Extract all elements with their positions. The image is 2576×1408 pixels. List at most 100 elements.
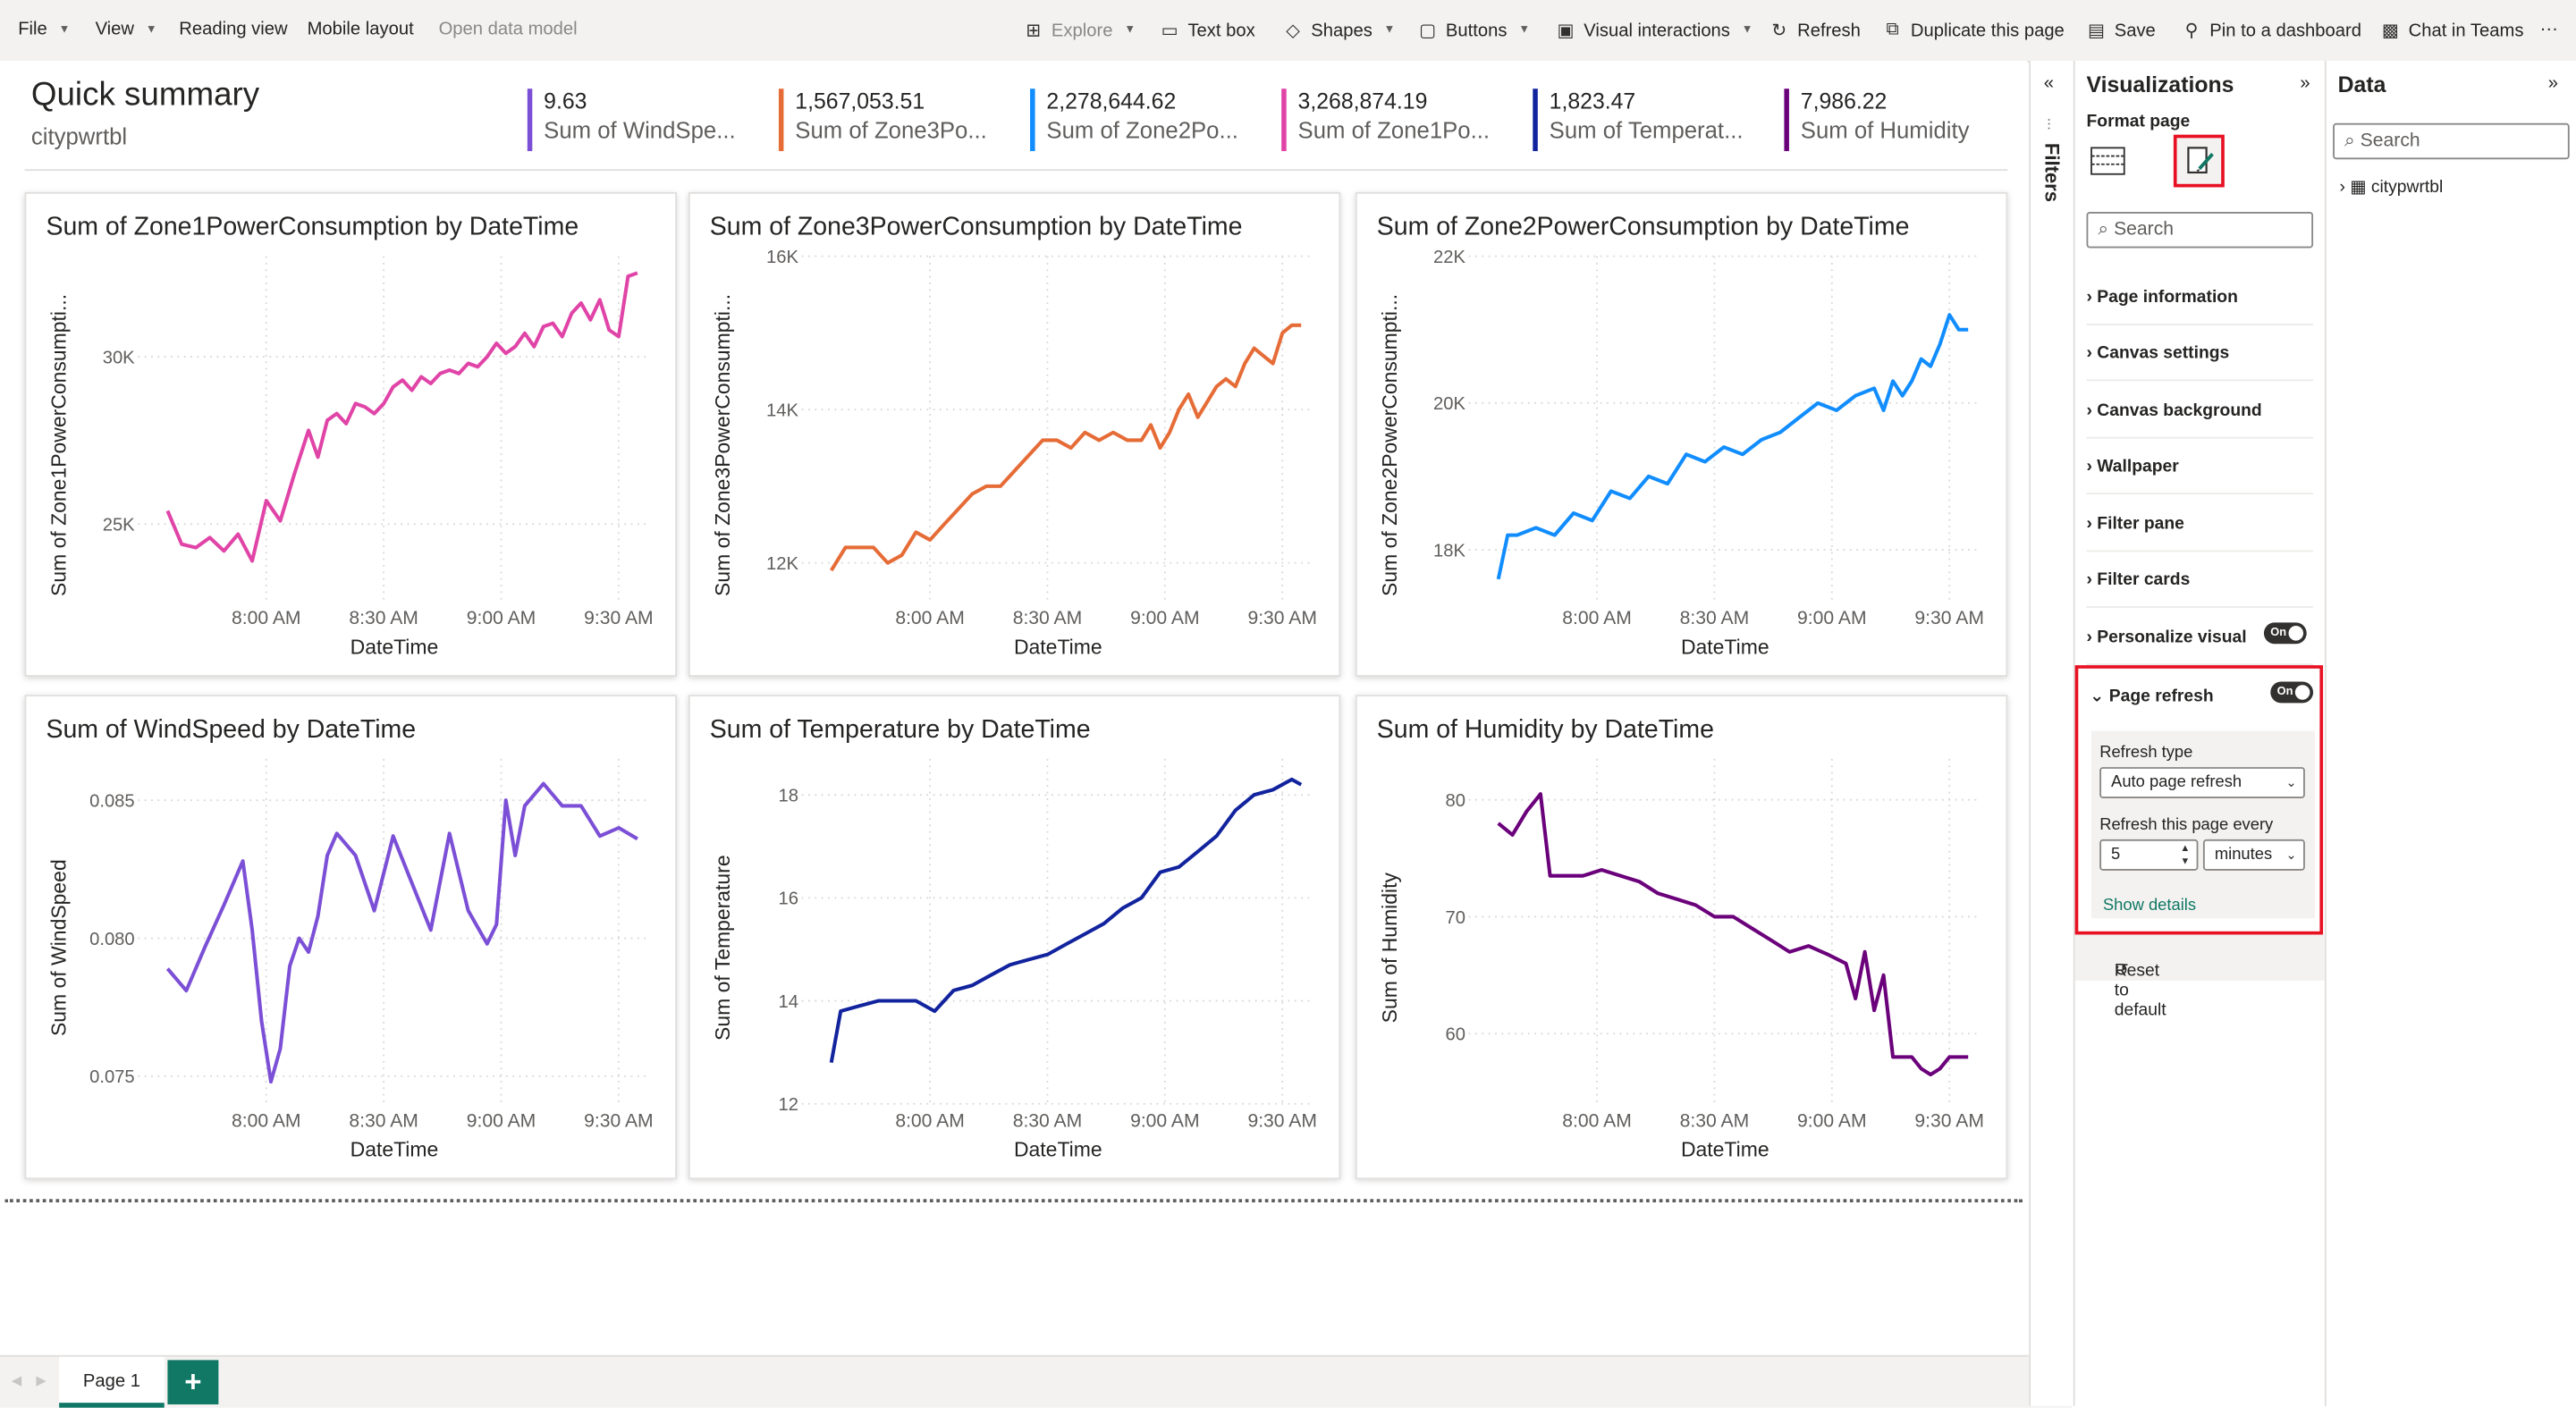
line-chart-card[interactable]: 8:00 AM 8:30 AM 9:00 AM 9:30 AM 25K 30K DateTi… xyxy=(24,191,678,678)
refresh-unit-select[interactable]: minutes ⌄ xyxy=(2202,839,2305,871)
data-search-input[interactable]: ⌕ Search xyxy=(2333,122,2570,160)
more-options-button[interactable]: ··· xyxy=(2540,20,2558,39)
page-refresh-header[interactable]: ⌄ Page refresh On xyxy=(2090,669,2317,724)
line-chart: 8:00 AM 8:30 AM 9:00 AM 9:30 AM 0.075 0.080 0.… xyxy=(46,758,654,1161)
table-name: citypwrtbl xyxy=(2370,177,2444,198)
x-tick-label: 9:00 AM xyxy=(467,1110,536,1131)
line-chart-card[interactable]: 8:00 AM 8:30 AM 9:00 AM 9:30 AM 0.075 0.080 0.… xyxy=(24,695,678,1180)
next-page-icon[interactable]: ▶ xyxy=(36,1373,46,1388)
format-page-button[interactable] xyxy=(2173,134,2225,188)
add-page-button[interactable]: + xyxy=(167,1360,219,1404)
chevron-down-icon: ▼ xyxy=(1518,24,1531,37)
refresh-type-label: Refresh type xyxy=(2099,744,2193,763)
viz-search-input[interactable]: ⌕ Search xyxy=(2086,212,2314,249)
page-refresh-section: ⌄ Page refresh On Refresh type Auto page… xyxy=(2074,665,2324,935)
x-tick-label: 9:00 AM xyxy=(1130,608,1200,628)
duplicate-page-button[interactable]: ⧉ Duplicate this page xyxy=(1881,20,2064,41)
prev-page-icon[interactable]: ◀ xyxy=(11,1373,22,1388)
section-canvas-settings[interactable]: › Canvas settings xyxy=(2086,324,2314,382)
kpi-card[interactable]: 1,567,053.51 Sum of Zone3Po... xyxy=(778,89,987,152)
line-chart: 8:00 AM 8:30 AM 9:00 AM 9:30 AM 25K 30K DateTi… xyxy=(46,256,654,658)
kpi-value: 1,823.47 xyxy=(1549,89,1636,114)
kpi-label: Sum of Temperat... xyxy=(1549,116,1744,143)
x-tick-label: 9:00 AM xyxy=(1130,1110,1200,1131)
series-line xyxy=(1496,313,1969,580)
filters-label: Filters xyxy=(2040,142,2064,203)
expand-arrow-icon[interactable]: » xyxy=(2547,73,2559,94)
y-axis-title: Sum of WindSpeed xyxy=(46,859,70,1036)
y-axis-title: Sum of Temperature xyxy=(711,855,734,1041)
page-tab[interactable]: Page 1 xyxy=(59,1356,165,1408)
reset-to-default-button[interactable]: ↺ Reset to default xyxy=(2074,934,2325,1020)
visual-interactions-button[interactable]: ▣ Visual interactions ▼ xyxy=(1554,20,1753,41)
kpi-accent-bar xyxy=(1533,89,1538,152)
y-tick-label: 20K xyxy=(1433,394,1465,414)
mobile-layout-button[interactable]: Mobile layout xyxy=(308,20,414,39)
chevron-down-icon: ⌄ xyxy=(2090,687,2105,707)
line-chart-card[interactable]: 8:00 AM 8:30 AM 9:00 AM 9:30 AM 18K 20K 22K Dat… xyxy=(1355,191,2008,678)
section-label: Canvas background xyxy=(2097,400,2262,421)
build-visual-icon[interactable] xyxy=(2090,147,2125,176)
section-canvas-background[interactable]: › Canvas background xyxy=(2086,381,2314,439)
refresh-button[interactable]: ↻ Refresh xyxy=(1768,20,1860,41)
line-chart-card[interactable]: 8:00 AM 8:30 AM 9:00 AM 9:30 AM 12 14 16 18 Date… xyxy=(688,695,1341,1180)
x-tick-label: 9:30 AM xyxy=(1914,608,1984,628)
kpi-card[interactable]: 2,278,644.62 Sum of Zone2Po... xyxy=(1030,89,1238,152)
chart-title: Sum of Humidity by DateTime xyxy=(1376,716,1714,745)
reading-view-button[interactable]: Reading view xyxy=(179,20,287,39)
y-tick-label: 14 xyxy=(778,992,798,1012)
refresh-type-select[interactable]: Auto page refresh ⌄ xyxy=(2099,767,2305,798)
section-page-information[interactable]: › Page information xyxy=(2086,267,2314,325)
view-menu[interactable]: View ▼ xyxy=(96,20,157,39)
x-tick-label: 9:30 AM xyxy=(584,1110,654,1131)
show-details-link[interactable]: Show details xyxy=(2102,897,2197,915)
save-label: Save xyxy=(2114,20,2156,41)
kpi-card[interactable]: 7,986.22 Sum of Humidity xyxy=(1784,89,1969,152)
section-filter-pane[interactable]: › Filter pane xyxy=(2086,494,2314,552)
explore-button[interactable]: ⊞ Explore ▼ xyxy=(1022,20,1136,41)
page-refresh-toggle[interactable]: On xyxy=(2270,681,2314,704)
chat-teams-button[interactable]: ▩ Chat in Teams xyxy=(2379,20,2524,41)
shapes-icon: ◇ xyxy=(1286,21,1300,41)
y-tick-label: 0.080 xyxy=(89,930,135,949)
y-tick-label: 25K xyxy=(103,516,135,535)
data-table-item[interactable]: › ▦ citypwrtbl xyxy=(2339,177,2443,197)
kpi-card[interactable]: 1,823.47 Sum of Temperat... xyxy=(1533,89,1744,152)
text-box-button[interactable]: ▭ Text box xyxy=(1158,20,1255,41)
file-menu[interactable]: File ▼ xyxy=(18,20,70,39)
kpi-card[interactable]: 3,268,874.19 Sum of Zone1Po... xyxy=(1281,89,1490,152)
teams-icon: ▩ xyxy=(2381,21,2399,41)
personalize-toggle[interactable]: On xyxy=(2263,622,2307,645)
save-button[interactable]: ▤ Save xyxy=(2085,20,2156,41)
kpi-accent-bar xyxy=(1784,89,1789,152)
chart-title: Sum of Temperature by DateTime xyxy=(709,716,1091,745)
x-tick-label: 9:30 AM xyxy=(1247,1110,1317,1131)
buttons-button[interactable]: ▢ Buttons ▼ xyxy=(1416,20,1530,41)
kpi-accent-bar xyxy=(1281,89,1287,152)
search-icon: ⌕ xyxy=(2098,220,2115,240)
line-chart-card[interactable]: 8:00 AM 8:30 AM 9:00 AM 9:30 AM 60 70 80 DateTi… xyxy=(1355,695,2008,1180)
section-filter-cards[interactable]: › Filter cards xyxy=(2086,551,2314,608)
text-box-label: Text box xyxy=(1187,20,1255,41)
shapes-label: Shapes xyxy=(1311,20,1372,41)
kpi-card[interactable]: 9.63 Sum of WindSpe... xyxy=(527,89,736,152)
x-axis-title: DateTime xyxy=(1681,1138,1769,1161)
section-label: Filter cards xyxy=(2097,569,2191,590)
x-axis-title: DateTime xyxy=(1014,1138,1102,1161)
line-chart-card[interactable]: 8:00 AM 8:30 AM 9:00 AM 9:30 AM 12K 14K 16K Dat… xyxy=(688,191,1341,678)
x-axis-title: DateTime xyxy=(1681,635,1769,658)
stepper-icon[interactable]: ▲ ▼ xyxy=(2180,844,2191,868)
mobile-layout-label: Mobile layout xyxy=(307,20,414,40)
filters-pane-collapsed[interactable]: « ⫶ Filters xyxy=(2029,60,2073,1406)
section-wallpaper[interactable]: › Wallpaper xyxy=(2086,437,2314,495)
refresh-type-value: Auto page refresh xyxy=(2111,773,2242,792)
chevron-right-icon: › xyxy=(2086,287,2092,308)
open-data-model-button[interactable]: Open data model xyxy=(439,20,578,39)
expand-arrow-icon[interactable]: » xyxy=(2300,73,2310,94)
collapse-arrow-icon[interactable]: « xyxy=(2043,73,2054,94)
refresh-interval-input[interactable]: 5 ▲ ▼ xyxy=(2099,839,2199,871)
section-personalize-visual[interactable]: › Personalize visual On xyxy=(2086,608,2314,666)
pin-dashboard-button[interactable]: ⚲ Pin to a dashboard xyxy=(2180,20,2361,41)
shapes-button[interactable]: ◇ Shapes ▼ xyxy=(1281,20,1395,41)
